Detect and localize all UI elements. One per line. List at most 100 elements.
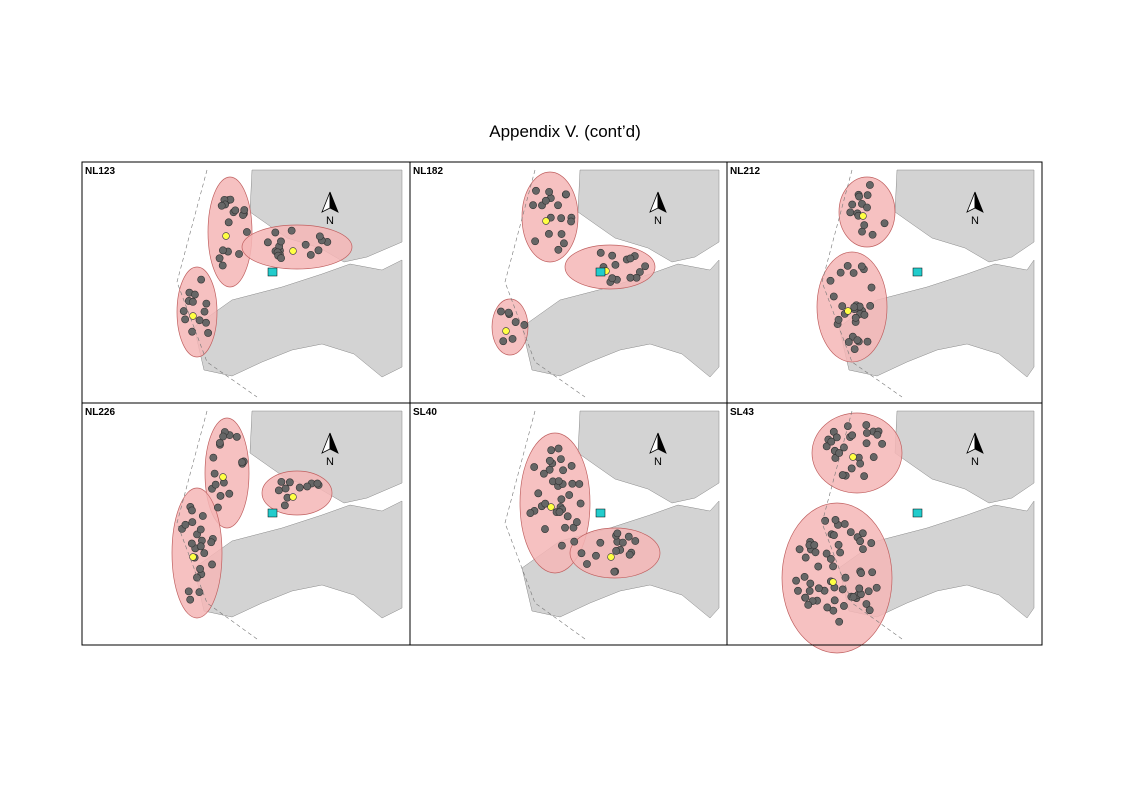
location-point <box>849 593 858 601</box>
release-point <box>289 247 297 255</box>
location-point <box>867 283 876 292</box>
location-point <box>531 237 540 246</box>
location-point <box>857 569 866 577</box>
location-point <box>204 329 212 337</box>
location-point <box>499 337 508 346</box>
location-point <box>547 446 556 455</box>
map-panel: N NL226 <box>81 402 411 646</box>
location-point <box>196 564 204 573</box>
location-point <box>215 438 224 447</box>
location-point <box>225 489 234 498</box>
location-point <box>313 479 322 488</box>
location-point <box>554 201 562 210</box>
location-point <box>849 269 858 277</box>
location-point <box>855 192 864 201</box>
location-point <box>520 321 529 329</box>
site-marker <box>595 267 606 277</box>
location-point <box>834 540 843 549</box>
location-point <box>577 549 586 558</box>
location-point <box>835 617 844 626</box>
location-point <box>864 587 873 596</box>
location-point <box>831 516 840 524</box>
location-point <box>508 334 517 343</box>
north-label: N <box>971 215 979 227</box>
location-point <box>209 453 218 462</box>
boundary-line <box>176 169 258 398</box>
location-point <box>545 465 554 474</box>
location-point <box>829 606 838 615</box>
location-point <box>196 542 205 551</box>
location-point <box>529 201 537 210</box>
location-point <box>281 484 290 493</box>
release-point <box>829 578 837 586</box>
location-point <box>539 469 548 478</box>
location-point <box>856 537 865 546</box>
land <box>838 259 1035 378</box>
location-point <box>285 478 294 487</box>
location-point <box>795 545 804 554</box>
location-point <box>554 477 563 485</box>
location-point <box>224 218 233 227</box>
location-point <box>562 190 570 199</box>
location-point <box>202 318 210 327</box>
location-point <box>575 480 584 488</box>
panel-label: SL40 <box>413 407 437 418</box>
location-point <box>511 318 520 326</box>
location-point <box>859 545 867 553</box>
location-point <box>860 311 869 319</box>
location-point <box>541 196 550 205</box>
location-point <box>217 201 226 210</box>
location-point <box>181 315 190 324</box>
location-point <box>863 203 871 212</box>
location-point <box>611 260 620 269</box>
home-range <box>811 412 903 494</box>
location-point <box>193 573 201 582</box>
location-point <box>848 200 857 209</box>
location-point <box>834 315 843 324</box>
location-point <box>862 600 871 608</box>
location-point <box>541 525 549 533</box>
location-point <box>554 444 563 453</box>
location-point <box>576 499 585 508</box>
panel-label: NL212 <box>730 166 760 177</box>
location-point <box>869 453 878 461</box>
location-point <box>200 549 209 558</box>
location-point <box>866 302 875 310</box>
location-point <box>860 472 869 481</box>
location-point <box>188 518 197 527</box>
location-point <box>263 238 272 247</box>
location-point <box>794 586 802 595</box>
location-point <box>557 495 566 504</box>
location-point <box>863 337 872 346</box>
location-point <box>188 506 196 515</box>
north-arrow <box>974 191 984 213</box>
location-point <box>855 584 864 593</box>
location-point <box>541 499 550 508</box>
land <box>577 169 720 263</box>
location-point <box>557 230 566 238</box>
location-point <box>847 464 856 473</box>
boundary-line <box>176 410 258 640</box>
location-point <box>235 250 243 258</box>
location-point <box>208 560 216 569</box>
north-label: N <box>971 456 979 468</box>
location-point <box>836 548 845 557</box>
location-point <box>853 336 862 344</box>
location-point <box>554 245 563 254</box>
boundary-line <box>821 169 903 398</box>
location-point <box>832 433 841 442</box>
location-point <box>873 430 882 439</box>
location-point <box>862 439 871 448</box>
location-point <box>567 462 576 470</box>
release-point <box>542 217 550 225</box>
release-point <box>844 307 852 315</box>
north-arrow <box>657 432 667 454</box>
north-arrow <box>657 191 667 213</box>
location-point <box>557 455 565 463</box>
location-point <box>608 251 617 260</box>
location-point <box>613 529 622 538</box>
location-point <box>306 250 315 259</box>
location-point <box>526 509 535 517</box>
location-point <box>801 593 810 602</box>
location-point <box>558 541 566 550</box>
